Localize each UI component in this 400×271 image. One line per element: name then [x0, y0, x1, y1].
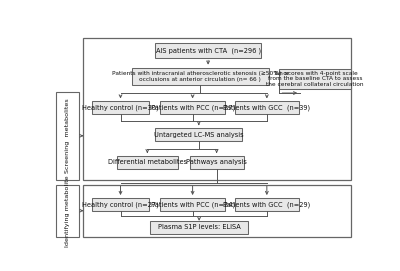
Text: Healthy control (n=27): Healthy control (n=27) — [82, 201, 159, 208]
Bar — [84, 38, 351, 180]
Text: Pathways analysis: Pathways analysis — [186, 159, 247, 165]
Text: Patients with PCC (n=27): Patients with PCC (n=27) — [150, 105, 235, 111]
Bar — [155, 128, 242, 141]
Bar — [190, 156, 244, 169]
Bar — [132, 67, 268, 85]
Bar — [155, 43, 261, 57]
Text: Differential metabolites: Differential metabolites — [108, 159, 187, 165]
Bar — [56, 92, 79, 180]
Bar — [160, 198, 225, 211]
Text: Patients with GCC  (n=39): Patients with GCC (n=39) — [223, 105, 310, 111]
Text: Screening  metabolites: Screening metabolites — [65, 98, 70, 173]
Text: Healthy control (n=30): Healthy control (n=30) — [82, 105, 159, 111]
Bar — [92, 198, 149, 211]
Text: AIS patients with CTA  (n=296 ): AIS patients with CTA (n=296 ) — [156, 47, 261, 54]
Bar — [279, 69, 351, 89]
Text: Untargeted LC-MS analysis: Untargeted LC-MS analysis — [154, 131, 244, 138]
Text: Tan scores with 4-point scale
from the baseline CTA to assess
the cerebral colla: Tan scores with 4-point scale from the b… — [266, 71, 364, 87]
Text: Identifying metabolite: Identifying metabolite — [65, 175, 70, 247]
Bar — [84, 185, 351, 237]
Bar — [150, 221, 248, 234]
Bar — [235, 198, 299, 211]
Text: Patients with PCC (n=24): Patients with PCC (n=24) — [150, 201, 235, 208]
Bar — [92, 101, 149, 114]
Bar — [117, 156, 178, 169]
Text: Patients with GCC  (n=29): Patients with GCC (n=29) — [223, 201, 310, 208]
Bar — [235, 101, 299, 114]
Bar — [160, 101, 225, 114]
Bar — [56, 185, 79, 237]
Text: Plasma S1P levels: ELISA: Plasma S1P levels: ELISA — [158, 224, 240, 230]
Text: Patients with intracranial atherosclerotic stenosis (≥50%) or
occlusions at ante: Patients with intracranial atherosclerot… — [112, 71, 289, 82]
